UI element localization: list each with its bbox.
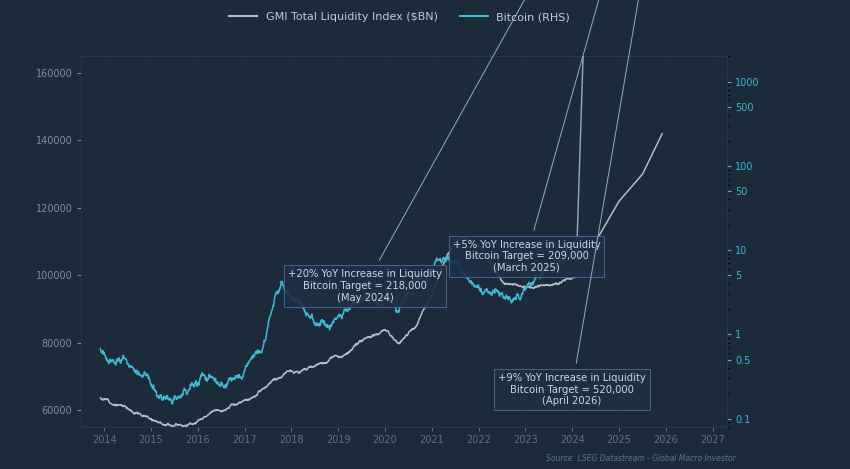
Text: +5% YoY Increase in Liquidity
Bitcoin Target = 209,000
(March 2025): +5% YoY Increase in Liquidity Bitcoin Ta… [452, 0, 629, 273]
Text: Source: LSEG Datastream - Global Macro Investor: Source: LSEG Datastream - Global Macro I… [546, 454, 735, 463]
Text: +20% YoY Increase in Liquidity
Bitcoin Target = 218,000
(May 2024): +20% YoY Increase in Liquidity Bitcoin T… [288, 0, 586, 303]
Text: +9% YoY Increase in Liquidity
Bitcoin Target = 520,000
(April 2026): +9% YoY Increase in Liquidity Bitcoin Ta… [498, 0, 663, 406]
Legend: GMI Total Liquidity Index ($BN), Bitcoin (RHS): GMI Total Liquidity Index ($BN), Bitcoin… [224, 8, 575, 27]
